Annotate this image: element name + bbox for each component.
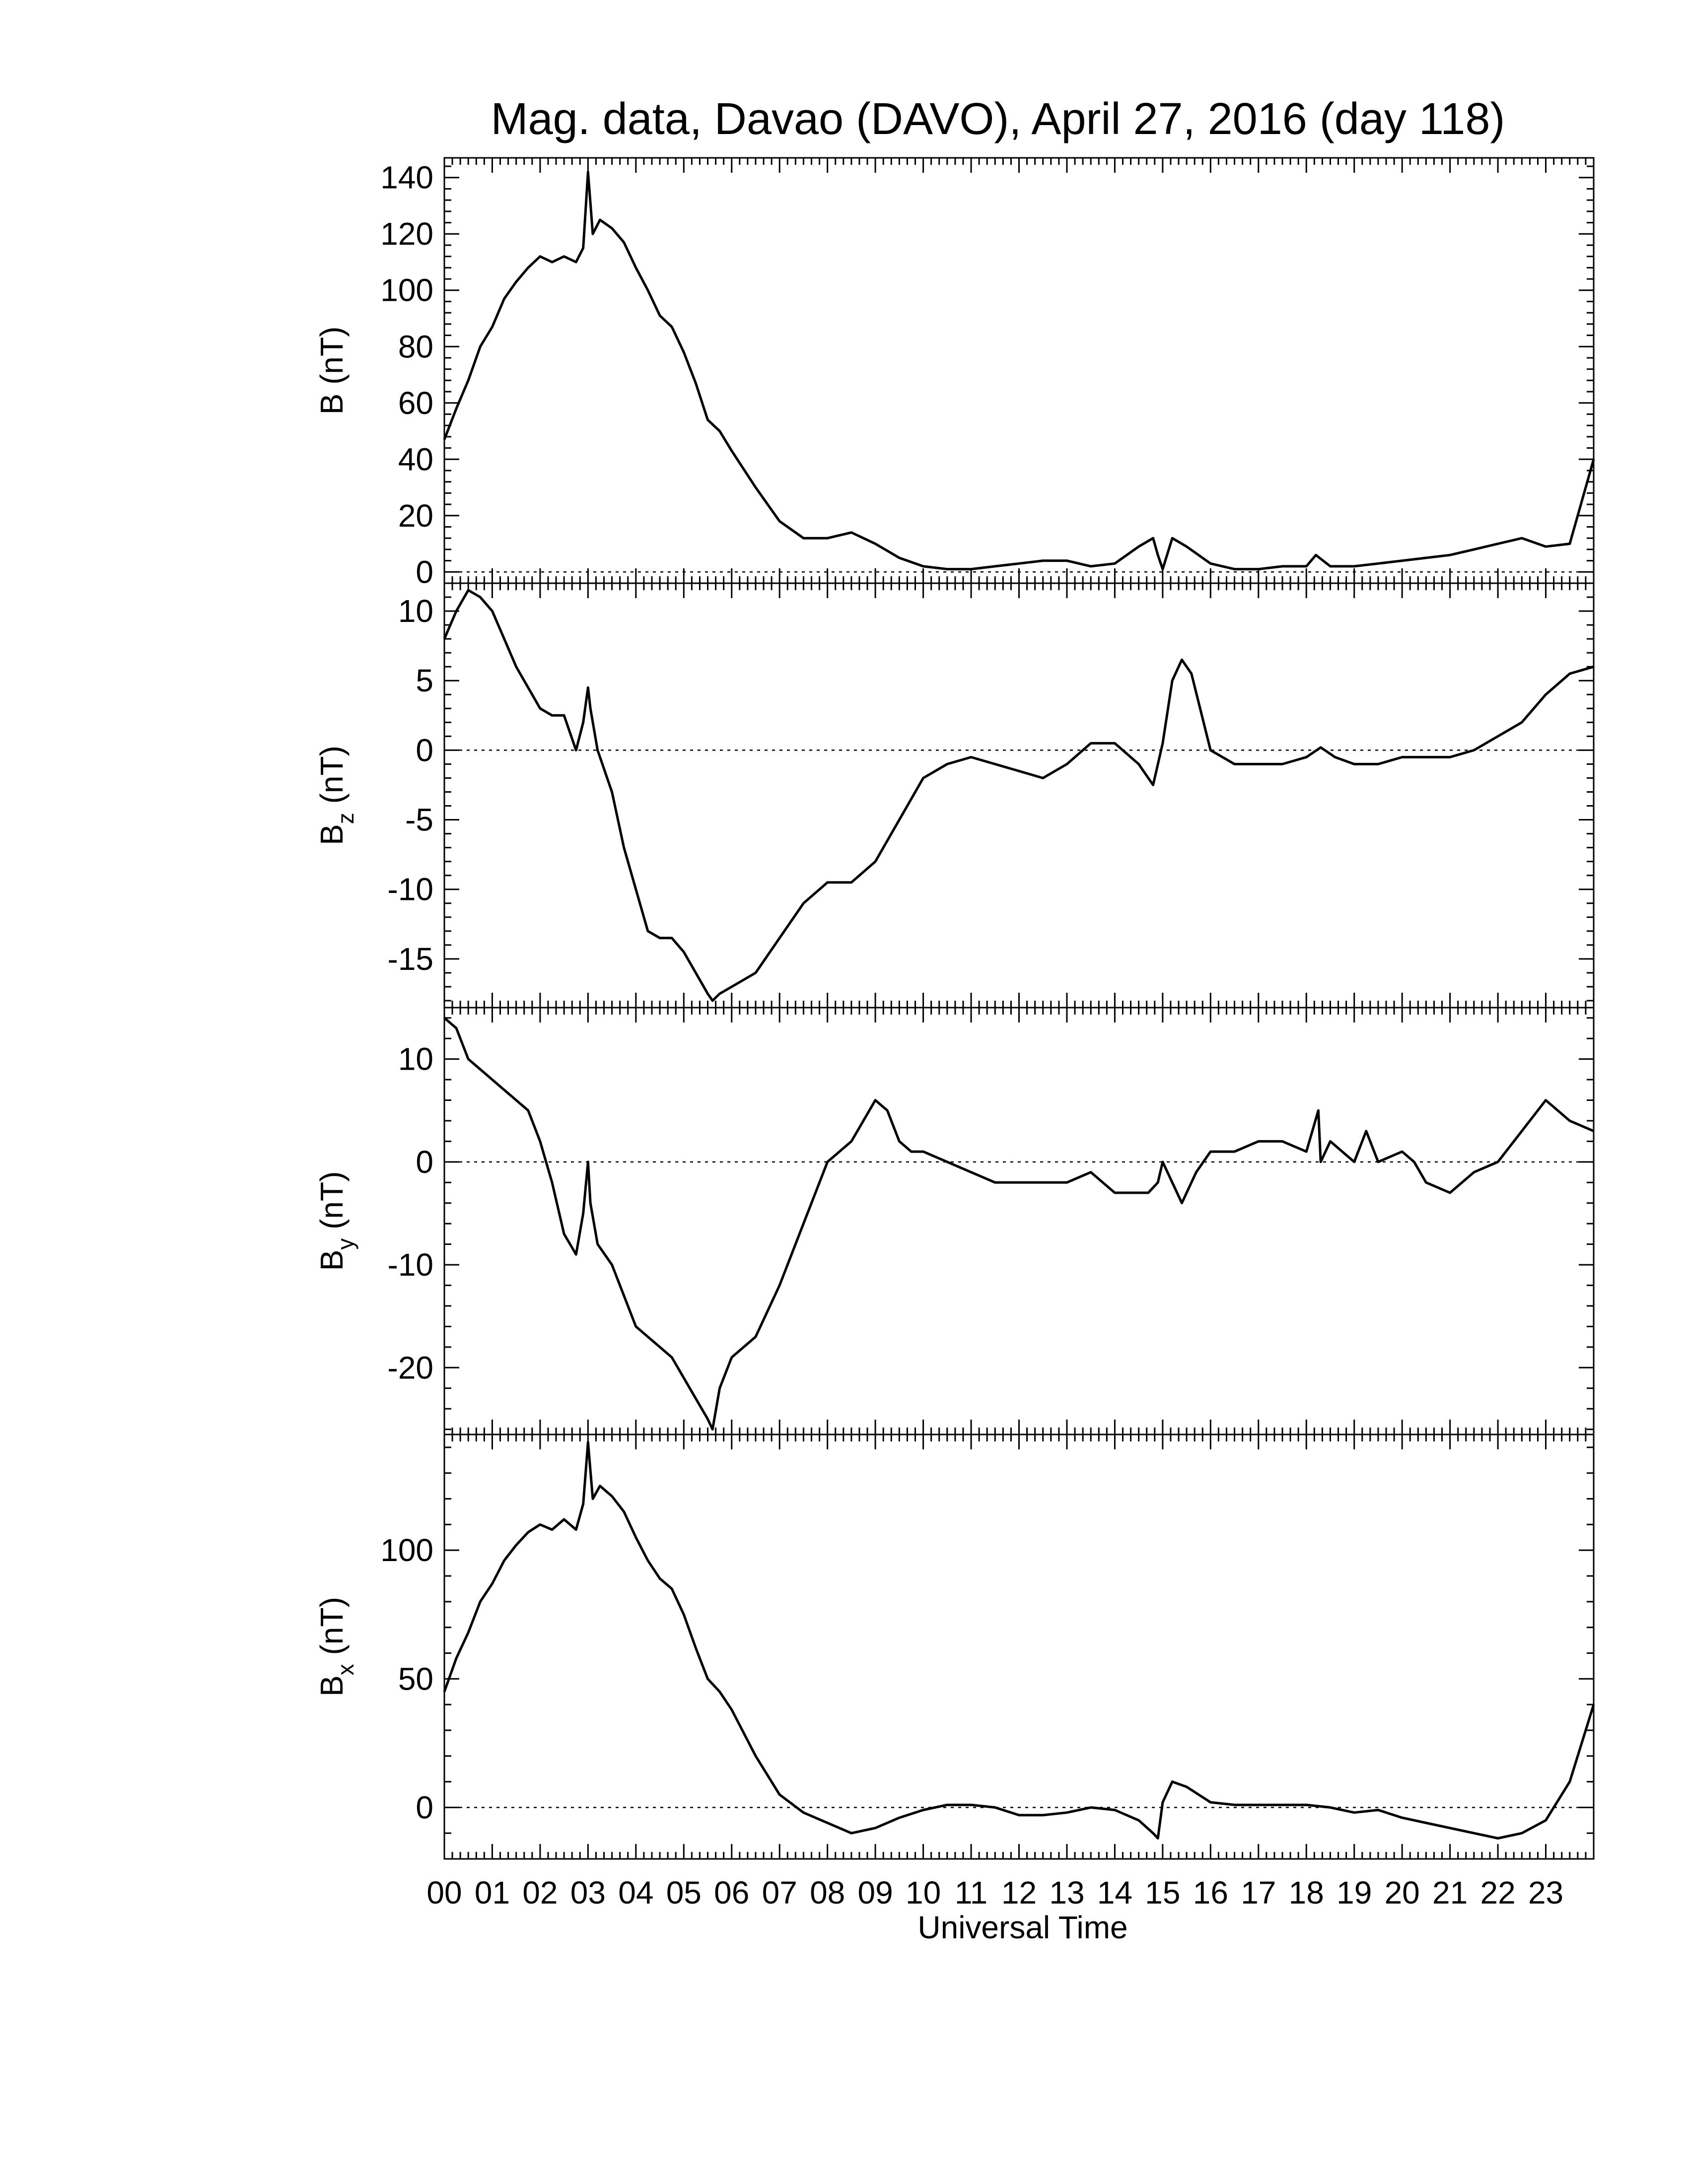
x-tick-label: 17 bbox=[1241, 1875, 1276, 1911]
y-axis-label: Bz (nT) bbox=[314, 746, 358, 845]
y-tick-label: 0 bbox=[416, 732, 433, 768]
x-tick-label: 00 bbox=[426, 1875, 462, 1911]
panel-By: -20 -10 0 10 By (nT) bbox=[314, 1007, 1595, 1435]
x-tick-label: 14 bbox=[1097, 1875, 1132, 1911]
x-tick-label: 07 bbox=[762, 1875, 797, 1911]
x-axis-tick-labels: 00 01 02 03 04 05 06 07 08 09 10 11 12 13 14 15 16 17 18 19… bbox=[426, 1875, 1563, 1911]
y-tick-label: -15 bbox=[388, 941, 434, 977]
series-line-Bx bbox=[443, 1441, 1595, 1840]
y-tick-label: -5 bbox=[405, 802, 433, 838]
x-ticks bbox=[443, 158, 1595, 583]
x-tick-label: 08 bbox=[810, 1875, 845, 1911]
x-tick-label: 23 bbox=[1528, 1875, 1563, 1911]
y-tick-label: -10 bbox=[388, 1247, 434, 1283]
y-tick-label: -20 bbox=[388, 1350, 434, 1385]
x-ticks bbox=[443, 583, 1595, 1008]
panel-Bz: -15 -10 -5 0 5 10 Bz (nT) bbox=[314, 582, 1595, 1009]
x-tick-label: 16 bbox=[1193, 1875, 1228, 1911]
panel-frame bbox=[443, 157, 1595, 584]
x-tick-label: 21 bbox=[1432, 1875, 1468, 1911]
y-tick-label: 100 bbox=[380, 273, 433, 308]
panel-B: 0 20 40 60 80 100 120 140 B (nT) bbox=[314, 157, 1595, 590]
panel-frame bbox=[443, 582, 1595, 1009]
x-tick-label: 11 bbox=[955, 1875, 987, 1911]
x-tick-label: 06 bbox=[714, 1875, 749, 1911]
y-tick-label: 5 bbox=[416, 663, 433, 698]
y-tick-label: 40 bbox=[398, 441, 433, 477]
y-ticks bbox=[444, 1017, 1594, 1431]
y-tick-label: 140 bbox=[380, 160, 433, 196]
x-tick-label: 04 bbox=[618, 1875, 653, 1911]
y-tick-label: 120 bbox=[380, 216, 433, 252]
x-tick-label: 18 bbox=[1289, 1875, 1324, 1911]
y-axis-label: By (nT) bbox=[314, 1171, 358, 1271]
panel-Bx: 0 50 100 Bx (nT) bbox=[314, 1433, 1595, 1860]
y-tick-label: 10 bbox=[398, 593, 433, 629]
series-line-B bbox=[443, 170, 1595, 571]
x-ticks bbox=[443, 1008, 1595, 1434]
x-tick-label: 01 bbox=[475, 1875, 510, 1911]
y-ticks bbox=[444, 1446, 1594, 1860]
y-tick-label: 50 bbox=[398, 1661, 433, 1697]
series-line-By bbox=[443, 1017, 1594, 1431]
y-tick-label: 0 bbox=[416, 1144, 433, 1180]
x-tick-label: 03 bbox=[570, 1875, 606, 1911]
series-line-Bz bbox=[443, 589, 1594, 1002]
x-axis-label: Universal Time bbox=[917, 1910, 1127, 1945]
y-ticks bbox=[444, 165, 1594, 584]
x-tick-label: 05 bbox=[666, 1875, 702, 1911]
y-tick-label: 0 bbox=[416, 1789, 433, 1825]
x-tick-label: 15 bbox=[1145, 1875, 1180, 1911]
x-tick-label: 12 bbox=[1001, 1875, 1037, 1911]
panel-frame bbox=[443, 1007, 1595, 1435]
x-tick-label: 22 bbox=[1480, 1875, 1515, 1911]
y-tick-label: 60 bbox=[398, 385, 433, 421]
x-tick-label: 13 bbox=[1049, 1875, 1084, 1911]
y-tick-label: 20 bbox=[398, 498, 433, 534]
panel-frame bbox=[443, 1433, 1595, 1860]
x-tick-label: 19 bbox=[1336, 1875, 1372, 1911]
figure-title: Mag. data, Davao (DAVO), April 27, 2016 … bbox=[491, 94, 1505, 144]
x-tick-label: 02 bbox=[522, 1875, 558, 1911]
y-ticks bbox=[444, 582, 1594, 1002]
y-axis-label: Bx (nT) bbox=[314, 1597, 358, 1697]
y-axis-label: B (nT) bbox=[314, 327, 350, 415]
x-tick-label: 20 bbox=[1385, 1875, 1420, 1911]
y-tick-label: 10 bbox=[398, 1041, 433, 1077]
x-tick-label: 09 bbox=[858, 1875, 893, 1911]
y-tick-label: 80 bbox=[398, 329, 433, 364]
y-tick-label: -10 bbox=[388, 872, 434, 907]
y-tick-label: 100 bbox=[380, 1532, 433, 1568]
y-tick-label: 0 bbox=[416, 554, 433, 590]
x-ticks bbox=[443, 1434, 1595, 1859]
x-tick-label: 10 bbox=[906, 1875, 941, 1911]
